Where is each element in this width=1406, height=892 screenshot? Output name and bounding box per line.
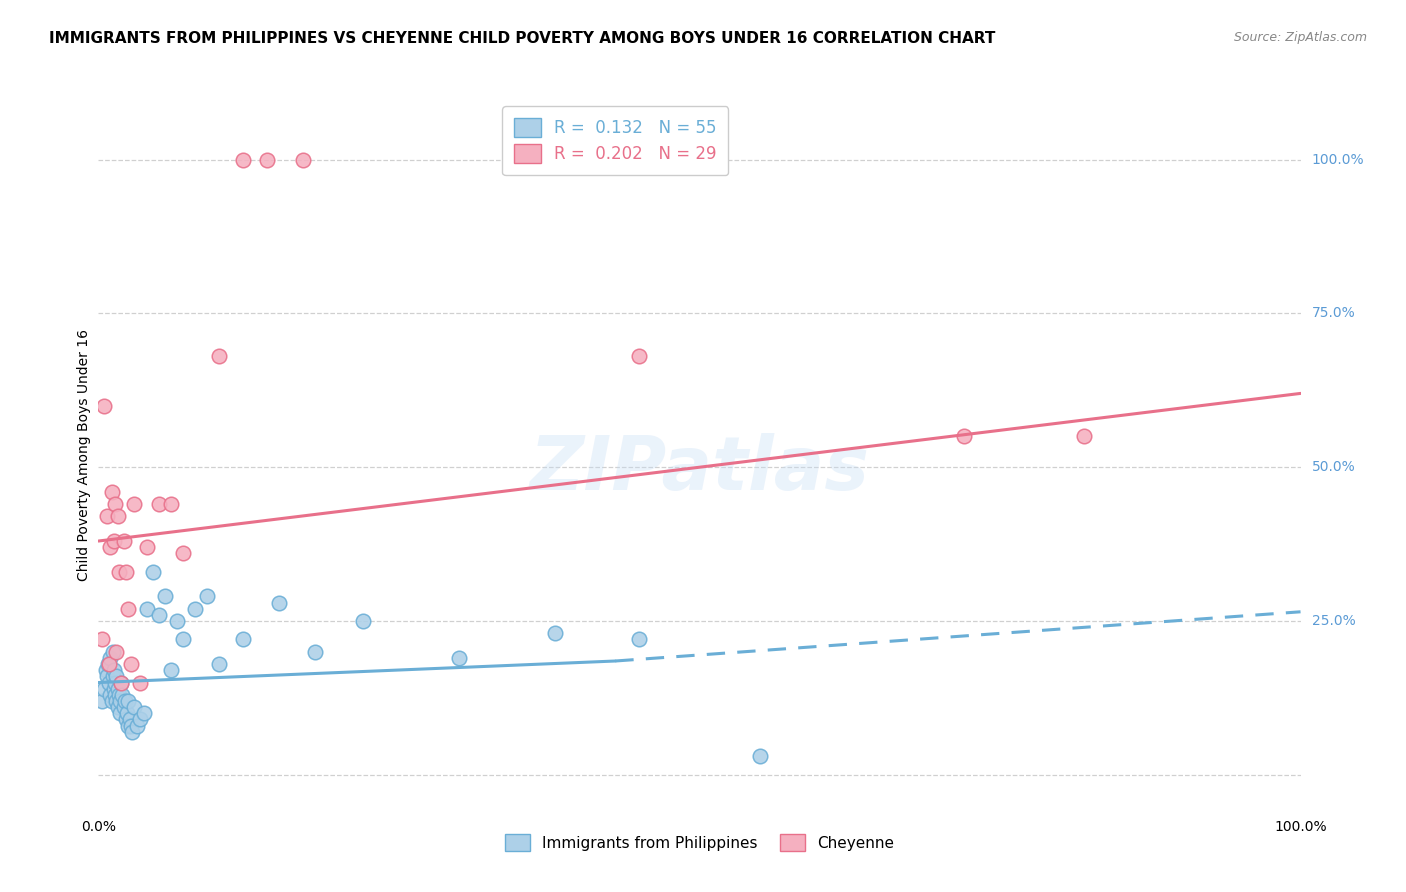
Point (121, 724, 143, 739)
Point (232, 153, 254, 167)
Point (628, 350, 651, 364)
Point (166, 614, 188, 628)
Point (120, 718, 142, 732)
Point (91, 694, 114, 708)
Point (103, 663, 125, 677)
Point (304, 645, 326, 659)
Point (103, 681, 125, 696)
Point (105, 645, 128, 659)
Point (124, 700, 146, 714)
Point (98, 675, 121, 690)
Point (129, 713, 152, 727)
Point (132, 706, 155, 721)
Point (93, 681, 115, 696)
Point (953, 429, 976, 443)
Point (447, 651, 470, 665)
Point (148, 497, 170, 511)
Point (195, 590, 218, 604)
Y-axis label: Child Poverty Among Boys Under 16: Child Poverty Among Boys Under 16 (77, 329, 91, 581)
Point (172, 632, 194, 647)
Point (111, 688, 134, 702)
Point (183, 601, 205, 615)
Point (91, 632, 114, 647)
Point (97, 657, 120, 671)
Point (352, 614, 374, 628)
Text: ZIPatlas: ZIPatlas (530, 433, 869, 506)
Point (104, 688, 127, 702)
Point (100, 688, 122, 702)
Point (107, 509, 129, 524)
Point (172, 546, 194, 560)
Point (208, 350, 231, 364)
Point (110, 675, 132, 690)
Point (117, 718, 139, 732)
Point (100, 694, 122, 708)
Point (98, 657, 121, 671)
Point (103, 534, 125, 549)
Point (100, 540, 122, 554)
Point (94, 663, 117, 677)
Point (108, 565, 131, 579)
Text: IMMIGRANTS FROM PHILIPPINES VS CHEYENNE CHILD POVERTY AMONG BOYS UNDER 16 CORREL: IMMIGRANTS FROM PHILIPPINES VS CHEYENNE … (49, 31, 995, 46)
Point (96, 509, 118, 524)
Point (108, 688, 131, 702)
Point (117, 601, 139, 615)
Point (100, 651, 122, 665)
Text: 50.0%: 50.0% (1312, 460, 1355, 475)
Point (105, 669, 128, 683)
Point (291, 153, 314, 167)
Point (108, 706, 131, 721)
Point (112, 700, 135, 714)
Point (1073, 429, 1095, 443)
Point (135, 601, 157, 615)
Text: Source: ZipAtlas.com: Source: ZipAtlas.com (1233, 31, 1367, 45)
Point (117, 694, 139, 708)
Point (232, 632, 254, 647)
Point (108, 694, 131, 708)
Point (748, 749, 770, 764)
Point (115, 565, 138, 579)
Point (115, 713, 138, 727)
Text: 100.0%: 100.0% (1312, 153, 1364, 167)
Point (120, 657, 142, 671)
Point (114, 694, 136, 708)
Point (112, 534, 135, 549)
Point (159, 497, 181, 511)
Point (141, 565, 163, 579)
Point (107, 681, 129, 696)
Point (125, 718, 148, 732)
Point (544, 626, 567, 640)
Point (148, 607, 170, 622)
Text: 75.0%: 75.0% (1312, 307, 1355, 320)
Point (124, 497, 146, 511)
Point (129, 675, 152, 690)
Point (101, 669, 124, 683)
Point (110, 675, 132, 690)
Point (159, 663, 181, 677)
Legend: Immigrants from Philippines, Cheyenne: Immigrants from Philippines, Cheyenne (499, 828, 900, 857)
Point (105, 694, 128, 708)
Point (118, 713, 141, 727)
Point (101, 645, 124, 659)
Point (208, 657, 231, 671)
Point (96, 669, 118, 683)
Text: 25.0%: 25.0% (1312, 614, 1355, 628)
Point (628, 632, 651, 647)
Point (100, 484, 122, 499)
Point (267, 596, 290, 610)
Point (104, 675, 127, 690)
Point (153, 590, 176, 604)
Point (107, 700, 129, 714)
Point (104, 497, 127, 511)
Point (135, 540, 157, 554)
Point (93, 399, 115, 413)
Point (256, 153, 278, 167)
Point (117, 706, 139, 721)
